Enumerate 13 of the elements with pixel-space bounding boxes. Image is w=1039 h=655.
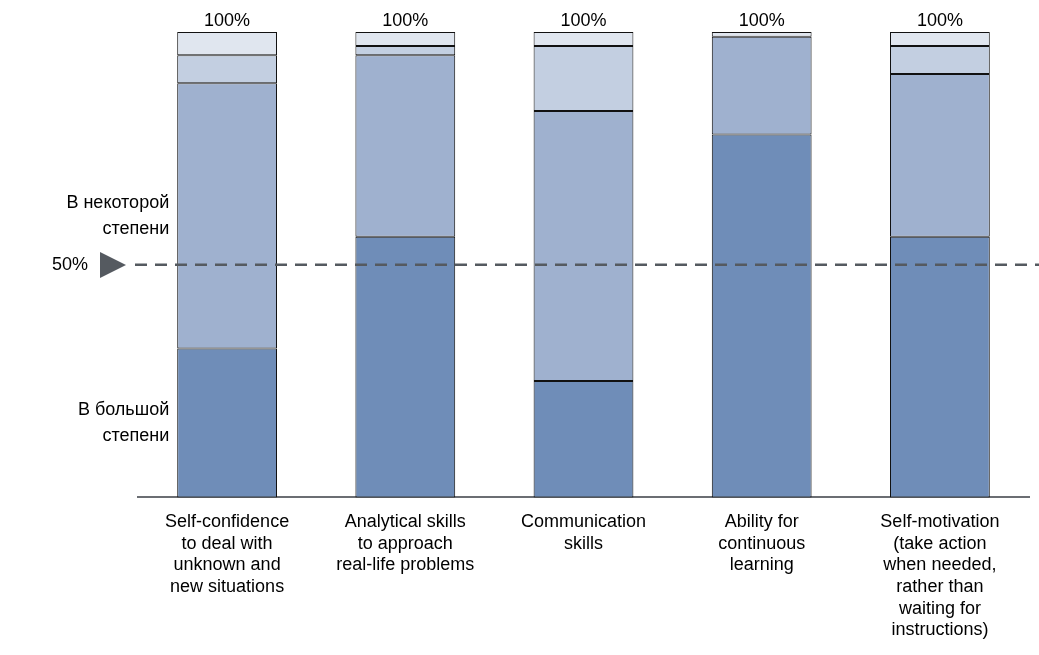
ref-line-label: 50% xyxy=(51,253,88,274)
series-label: В большой степени xyxy=(77,398,170,445)
x-tick-label: Self-confidence to deal with unknown and new situations xyxy=(165,511,290,596)
total-label: 100% xyxy=(204,9,251,30)
x-tick-label: Analytical skills to approach real-life problems xyxy=(336,511,475,575)
total-label: 100% xyxy=(738,9,785,30)
total-label: 100% xyxy=(916,9,963,30)
x-tick-label: Communication skills xyxy=(520,511,647,553)
series-label: В некоторой степени xyxy=(66,191,170,238)
total-label: 100% xyxy=(560,9,607,30)
x-tick-label: Self-motivation (take action when needed, rather than waiting for instructions) xyxy=(880,511,1000,640)
x-tick-label: Ability for continuous learning xyxy=(718,511,806,575)
total-label: 100% xyxy=(382,9,429,30)
